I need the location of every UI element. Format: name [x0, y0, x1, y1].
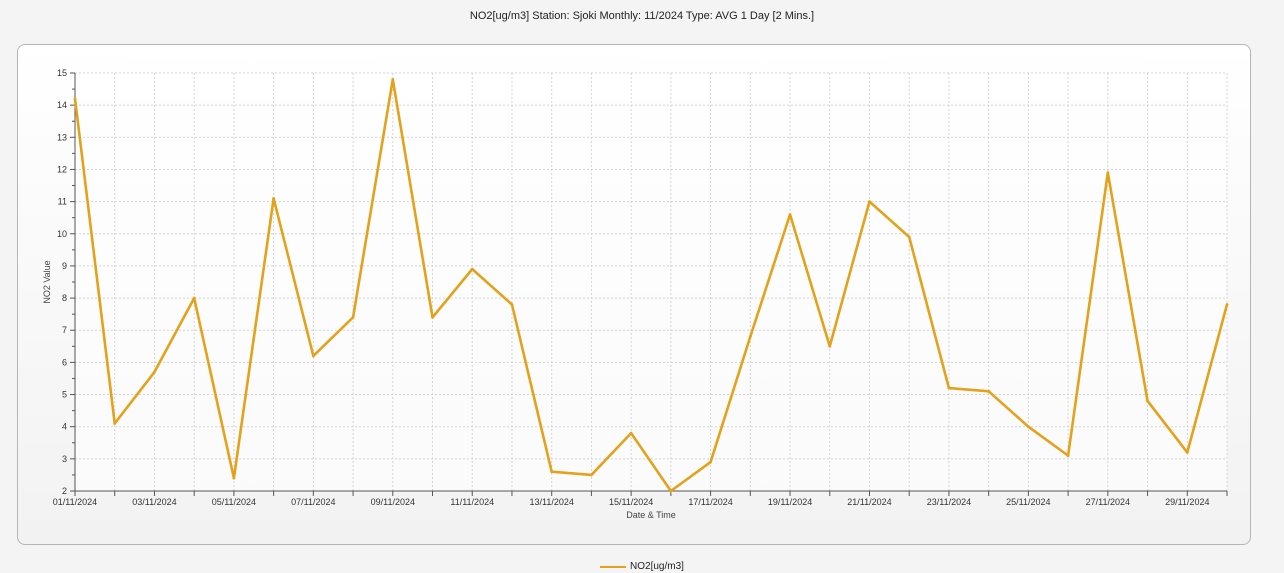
- data-point: [311, 354, 315, 358]
- data-point: [828, 344, 832, 348]
- data-point: [113, 422, 117, 425]
- y-tick-label: 12: [57, 164, 67, 174]
- y-tick-label: 15: [57, 68, 67, 78]
- y-tick-label: 2: [62, 486, 67, 496]
- data-point: [907, 235, 911, 239]
- data-point: [1225, 303, 1229, 306]
- data-point: [73, 97, 77, 101]
- data-point: [709, 460, 712, 464]
- x-tick-label: 07/11/2024: [291, 497, 335, 507]
- data-point: [788, 213, 792, 216]
- x-tick-label: 21/11/2024: [847, 497, 891, 507]
- data-point: [431, 315, 434, 319]
- data-point: [153, 370, 156, 374]
- x-tick-label: 15/11/2024: [609, 497, 653, 507]
- x-tick-label: 27/11/2024: [1086, 497, 1130, 507]
- chart-title: NO2[ug/m3] Station: Sjoki Monthly: 11/20…: [469, 10, 815, 22]
- x-tick-label: 19/11/2024: [768, 497, 812, 507]
- y-tick-label: 13: [57, 132, 67, 142]
- data-point: [987, 389, 991, 393]
- y-tick-label: 11: [58, 197, 67, 207]
- y-tick-label: 8: [62, 293, 67, 303]
- data-point: [868, 200, 871, 204]
- x-tick-label: 25/11/2024: [1006, 497, 1050, 507]
- data-point: [629, 431, 633, 435]
- y-tick-label: 9: [62, 261, 67, 271]
- y-axis-title: NO2 Value: [42, 260, 52, 303]
- x-tick-label: 03/11/2024: [132, 497, 176, 507]
- data-point: [1106, 171, 1110, 175]
- data-point: [1026, 425, 1030, 429]
- x-tick-label: 11/11/2024: [450, 497, 494, 507]
- legend-label: NO2[ug/m3]: [630, 561, 684, 572]
- x-tick-label: 13/11/2024: [529, 497, 573, 507]
- data-point: [1185, 451, 1189, 454]
- x-tick-label: 01/11/2024: [53, 497, 97, 507]
- data-point: [351, 315, 355, 319]
- y-tick-label: 4: [62, 422, 67, 432]
- data-point: [1146, 399, 1149, 403]
- x-axis-title: Date & Time: [626, 510, 676, 520]
- data-point: [232, 476, 236, 480]
- data-point: [391, 78, 395, 81]
- data-point: [947, 386, 951, 390]
- data-point: [272, 197, 276, 200]
- x-tick-label: 23/11/2024: [927, 497, 971, 507]
- legend-swatch: [600, 565, 627, 568]
- legend[interactable]: NO2[ug/m3]: [0, 561, 1284, 572]
- data-point: [510, 303, 514, 306]
- x-tick-label: 17/11/2024: [688, 497, 732, 507]
- plot-area: [75, 73, 1227, 491]
- data-point: [470, 267, 474, 271]
- data-point: [590, 473, 593, 477]
- data-point: [1066, 454, 1070, 458]
- y-tick-label: 3: [62, 454, 67, 464]
- data-point: [669, 489, 673, 493]
- data-point: [748, 335, 752, 339]
- x-tick-label: 05/11/2024: [212, 497, 256, 507]
- y-tick-label: 10: [57, 229, 67, 239]
- x-tick-label: 09/11/2024: [371, 497, 415, 507]
- y-tick-label: 5: [62, 390, 67, 400]
- x-tick-label: 29/11/2024: [1165, 497, 1209, 507]
- y-tick-label: 6: [62, 357, 67, 367]
- data-point: [192, 296, 196, 300]
- series-line: [73, 78, 1229, 493]
- y-tick-label: 14: [57, 100, 67, 110]
- y-tick-label: 7: [62, 325, 67, 335]
- data-point: [550, 470, 554, 474]
